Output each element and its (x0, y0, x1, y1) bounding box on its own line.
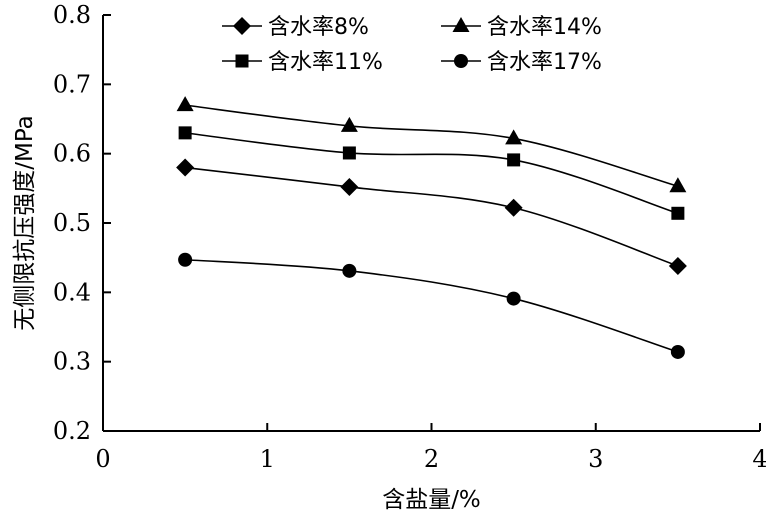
legend-item: 含水率17% (441, 50, 602, 75)
data-point-diamond (504, 198, 523, 217)
axes: 0.2 0.3 0.4 0.5 0.6 0.7 0.8 0 1 2 3 4 (53, 1, 766, 473)
data-point-circle (506, 291, 521, 306)
x-tick-label: 1 (260, 445, 275, 473)
data-point-diamond (340, 177, 359, 196)
series-line (185, 104, 679, 188)
data-point-square (671, 206, 685, 220)
data-point-diamond (176, 158, 195, 177)
data-point-circle (342, 263, 357, 278)
x-tick-label: 3 (588, 445, 603, 473)
series-line (185, 132, 679, 215)
legend-label: 含水率14% (487, 15, 602, 40)
y-tick-label: 0.8 (53, 1, 91, 29)
legend-marker-circle (454, 54, 468, 68)
data-point-triangle (340, 116, 358, 132)
legend: 含水率8% 含水率14% 含水率11% 含水率17% (222, 15, 602, 75)
data-point-diamond (668, 256, 687, 275)
data-point-square (342, 146, 356, 160)
legend-label: 含水率11% (268, 50, 383, 75)
data-point-triangle (669, 177, 687, 193)
x-tick-label: 0 (95, 445, 110, 473)
legend-label: 含水率8% (268, 15, 369, 40)
series-triangle (176, 96, 687, 193)
legend-item: 含水率8% (222, 15, 369, 40)
data-point-triangle (176, 96, 194, 112)
legend-item: 含水率14% (441, 15, 602, 40)
legend-marker-triangle (452, 17, 470, 32)
y-tick-label: 0.6 (53, 140, 91, 168)
y-axis-title: 无侧限抗压强度/MPa (12, 115, 38, 331)
legend-marker-square (235, 54, 249, 68)
data-point-square (507, 153, 521, 167)
series-square (178, 126, 685, 220)
legend-item: 含水率11% (222, 50, 383, 75)
series-diamond (176, 158, 687, 275)
data-point-circle (178, 252, 193, 267)
y-tick-label: 0.2 (53, 417, 91, 445)
legend-marker-diamond (233, 17, 251, 35)
data-point-circle (670, 344, 685, 359)
y-tick-label: 0.5 (53, 209, 91, 237)
y-tick-label: 0.4 (53, 278, 91, 306)
x-tick-label: 2 (424, 445, 439, 473)
series-line (185, 258, 679, 353)
series-circle (178, 252, 685, 359)
data-point-square (178, 126, 192, 140)
data-point-triangle (505, 129, 523, 145)
series-line (185, 166, 679, 267)
legend-label: 含水率17% (487, 50, 602, 75)
series-layer (176, 96, 687, 359)
y-tick-label: 0.3 (53, 348, 91, 376)
x-axis-title: 含盐量/% (382, 487, 481, 513)
x-tick-label: 4 (752, 445, 766, 473)
y-tick-label: 0.7 (53, 70, 91, 98)
